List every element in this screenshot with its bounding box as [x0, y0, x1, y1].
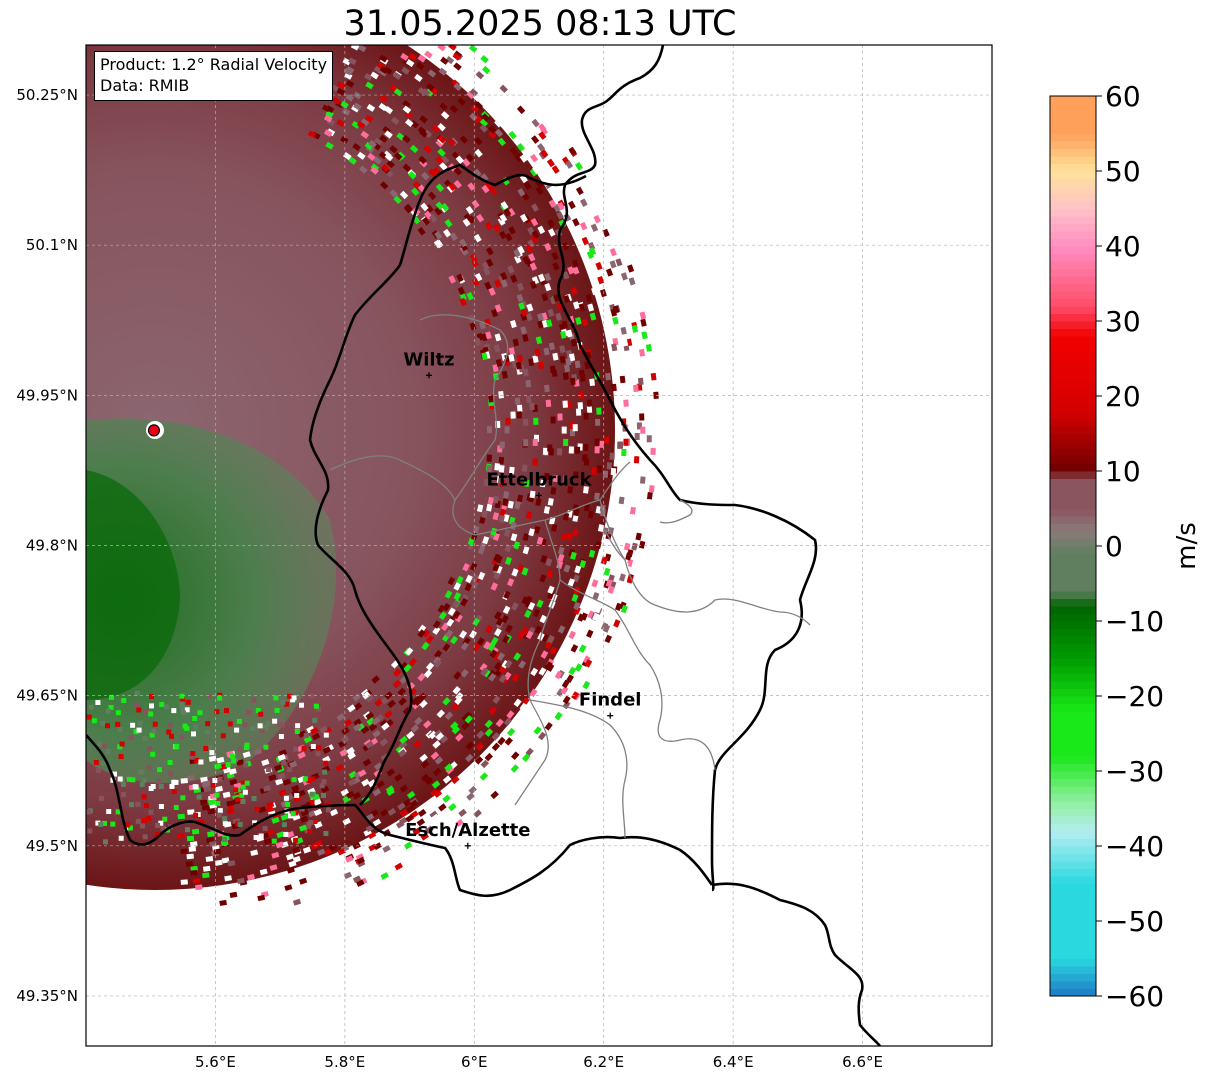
colorbar-label: m/s [1172, 522, 1202, 570]
latitude-ticks: 50.25°N 50.1°N 49.95°N 49.8°N 49.65°N 49.5°N 4… [16, 86, 78, 1005]
country-borders [86, 45, 881, 1046]
lat-tick-label: 50.1°N [26, 236, 78, 254]
lon-tick-label: 6.2°E [583, 1053, 624, 1071]
city-labels: Wiltz Ettelbruck Findel Esch/Alzette [403, 349, 642, 849]
lat-tick-label: 49.35°N [16, 987, 78, 1005]
radar-speckles [86, 45, 660, 906]
lat-tick-label: 50.25°N [16, 86, 78, 104]
lat-tick-label: 49.65°N [16, 687, 78, 705]
city-label: Wiltz [403, 349, 454, 370]
colorbar-tick-label: −40 [1105, 830, 1164, 863]
city-label: Ettelbruck [486, 469, 592, 490]
longitude-ticks: 5.6°E 5.8°E 6°E 6.2°E 6.4°E 6.6°E [195, 1053, 883, 1071]
lat-tick-label: 49.5°N [26, 837, 78, 855]
map-title: 31.05.2025 08:13 UTC [343, 4, 737, 44]
colorbar-tick-label: 60 [1105, 80, 1141, 113]
lon-tick-label: 5.6°E [195, 1053, 236, 1071]
colorbar-tick-label: 50 [1105, 155, 1141, 188]
city-marker: Findel [579, 690, 642, 719]
map-frame [85, 44, 993, 1047]
colorbar-tick-label: −30 [1105, 755, 1164, 788]
lat-tick-label: 49.8°N [26, 537, 78, 555]
colorbar-tick-label: −20 [1105, 680, 1164, 713]
product-label: Product: 1.2° Radial Velocity [100, 55, 328, 74]
lat-tick-label: 49.95°N [16, 386, 78, 404]
colorbar-tick-label: 10 [1105, 455, 1141, 488]
colorbar-tick-label: −10 [1105, 605, 1164, 638]
colorbar-tick-label: 20 [1105, 380, 1141, 413]
lon-tick-label: 6.4°E [713, 1053, 754, 1071]
data-source-label: Data: RMIB [100, 76, 190, 95]
radar-site-marker [146, 421, 164, 439]
velocity-field [86, 45, 615, 890]
lon-tick-label: 6.6°E [842, 1053, 883, 1071]
colorbar-ticks: 60 50 40 30 20 10 0 −10 −20 −30 −40 −50 −60 [1096, 80, 1164, 1013]
canton-borders [329, 314, 811, 839]
city-marker: Esch/Alzette [405, 820, 530, 849]
city-marker: Wiltz [403, 349, 455, 379]
lon-tick-label: 6°E [461, 1053, 488, 1071]
colorbar-tick-label: −50 [1105, 905, 1164, 938]
lon-tick-label: 5.8°E [324, 1053, 365, 1071]
colorbar-tick-label: 40 [1105, 230, 1141, 263]
city-label: Findel [579, 690, 642, 711]
city-marker: Ettelbruck [486, 469, 593, 499]
colorbar-tick-label: 30 [1105, 305, 1141, 338]
city-label: Esch/Alzette [405, 820, 530, 841]
product-info-box: Product: 1.2° Radial Velocity Data: RMIB [94, 51, 334, 101]
colorbar-tick-label: −60 [1105, 980, 1164, 1013]
colorbar-tick-label: 0 [1105, 530, 1123, 563]
